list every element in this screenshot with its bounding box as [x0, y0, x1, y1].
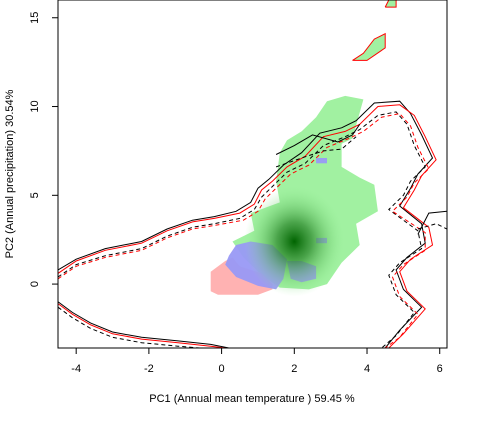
contour-line-solid-19: [384, 0, 397, 8]
contour-line-dashed-12: [58, 113, 430, 348]
contour-line-dashed-17: [275, 136, 357, 168]
contour-line-solid-20: [417, 210, 447, 235]
x-tick-label: -2: [144, 363, 154, 375]
contour-line-solid-13: [58, 301, 229, 348]
x-tick-label: -4: [71, 363, 81, 375]
y-tick-label: 5: [29, 192, 41, 198]
axes: -4 -2 0 2 4 6 0 5 10 15: [29, 12, 443, 375]
niche-region-1: [352, 33, 386, 61]
x-tick-label: 4: [364, 363, 370, 375]
density-peak: [244, 186, 345, 297]
plot-frame: [57, 0, 448, 349]
contour-line-solid-14: [58, 303, 226, 348]
contour-line-solid-9: [58, 100, 434, 348]
y-tick-label: 15: [29, 12, 41, 24]
y-tick-label: 10: [29, 100, 41, 112]
y-tick-label: 0: [29, 281, 41, 287]
x-tick-label: 0: [219, 363, 225, 375]
plot-area: [58, 0, 447, 348]
contour-line-solid-16: [275, 124, 361, 155]
contour-line-solid-18: [352, 32, 386, 61]
y-axis-label: PC2 (Annual precipitation) 30.54%: [4, 89, 16, 258]
contour-line-dashed-15: [58, 306, 200, 348]
x-tick-label: 6: [437, 363, 443, 375]
niche-region-7: [316, 158, 327, 164]
contour-line-solid-10: [58, 104, 437, 348]
x-tick-label: 2: [291, 363, 297, 375]
contour-line-dashed-11: [58, 111, 426, 348]
x-axis-label: PC1 (Annual mean temperature ) 59.45 %: [149, 393, 355, 405]
